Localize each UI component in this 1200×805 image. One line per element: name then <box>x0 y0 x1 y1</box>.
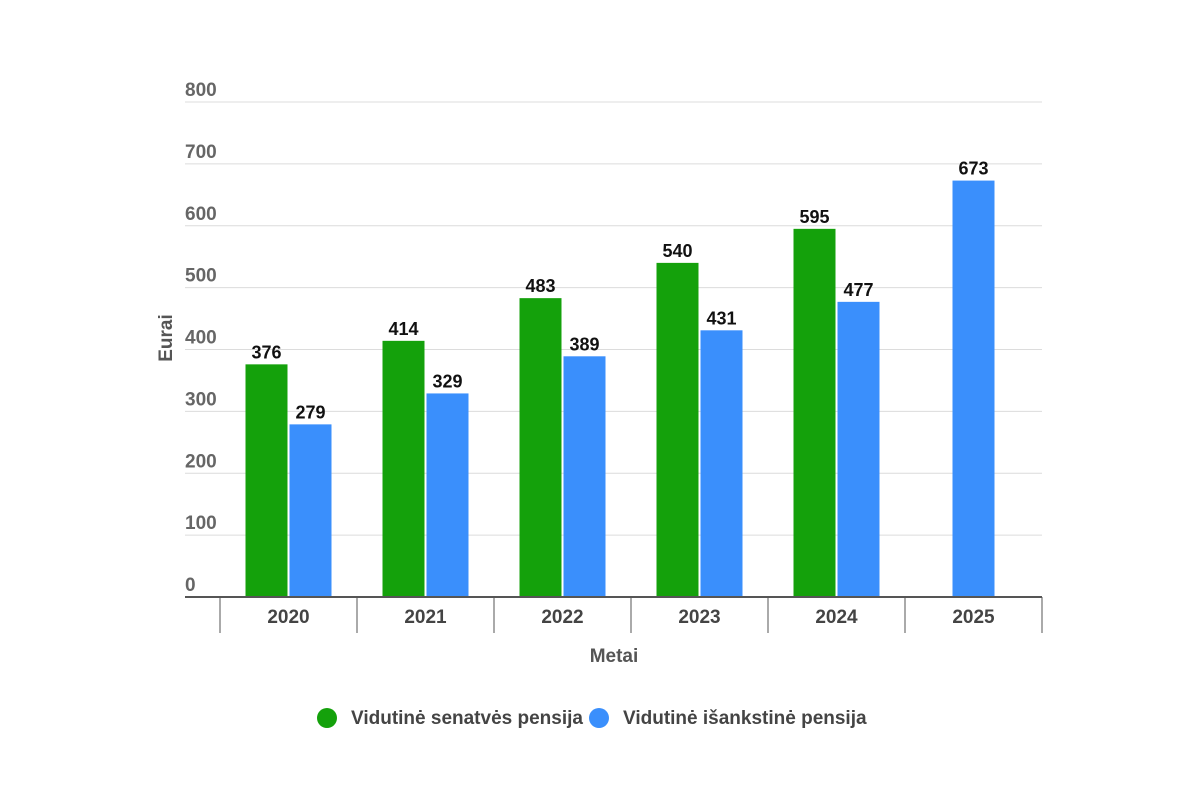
bars <box>245 180 995 598</box>
data-label: 376 <box>251 342 281 362</box>
x-tick-label: 2024 <box>815 607 858 628</box>
bar <box>426 393 469 597</box>
y-tick-label: 400 <box>185 328 217 349</box>
y-tick-label: 500 <box>185 266 217 287</box>
data-label: 540 <box>662 241 692 261</box>
bar <box>700 330 743 597</box>
data-label: 595 <box>799 207 829 227</box>
y-tick-label: 100 <box>185 513 217 534</box>
data-labels: 376 279 414 329 483 389 540 431 595 477 673 <box>251 159 988 423</box>
x-axis: 2020 2021 2022 2023 2024 2025 <box>185 596 1043 633</box>
data-label: 431 <box>706 308 736 328</box>
legend-swatch <box>589 708 609 728</box>
data-label: 477 <box>843 280 873 300</box>
data-label: 483 <box>525 276 555 296</box>
legend-swatch <box>317 708 337 728</box>
data-label: 279 <box>295 402 325 422</box>
bar <box>563 356 606 597</box>
x-tick-label: 2025 <box>952 607 995 628</box>
legend-label: Vidutinė išankstinė pensija <box>623 708 867 729</box>
bar <box>793 228 836 597</box>
bar <box>952 180 995 598</box>
bar <box>245 364 288 597</box>
data-label: 414 <box>388 319 418 339</box>
data-label: 329 <box>432 371 462 391</box>
y-tick-label: 600 <box>185 204 217 225</box>
x-tick-label: 2023 <box>678 607 720 628</box>
bar <box>837 301 880 597</box>
y-tick-label: 700 <box>185 142 217 163</box>
y-tick-label: 300 <box>185 389 217 410</box>
legend: Vidutinė senatvės pensija Vidutinė išanks… <box>317 708 867 729</box>
legend-label: Vidutinė senatvės pensija <box>351 708 583 729</box>
y-tick-label: 800 <box>185 80 217 101</box>
bar <box>289 424 332 597</box>
x-tick-label: 2020 <box>267 607 309 628</box>
y-axis-ticks: 0 100 200 300 400 500 600 700 800 <box>185 80 217 596</box>
y-tick-label: 200 <box>185 451 217 472</box>
y-axis-title: Eurai <box>156 314 177 362</box>
x-axis-title: Metai <box>590 646 639 667</box>
data-label: 673 <box>958 159 988 179</box>
x-tick-label: 2021 <box>404 607 447 628</box>
data-label: 389 <box>569 334 599 354</box>
bar <box>382 340 425 597</box>
bar <box>656 262 699 597</box>
bar <box>519 298 562 597</box>
y-tick-label: 0 <box>185 575 196 596</box>
x-tick-label: 2022 <box>541 607 583 628</box>
